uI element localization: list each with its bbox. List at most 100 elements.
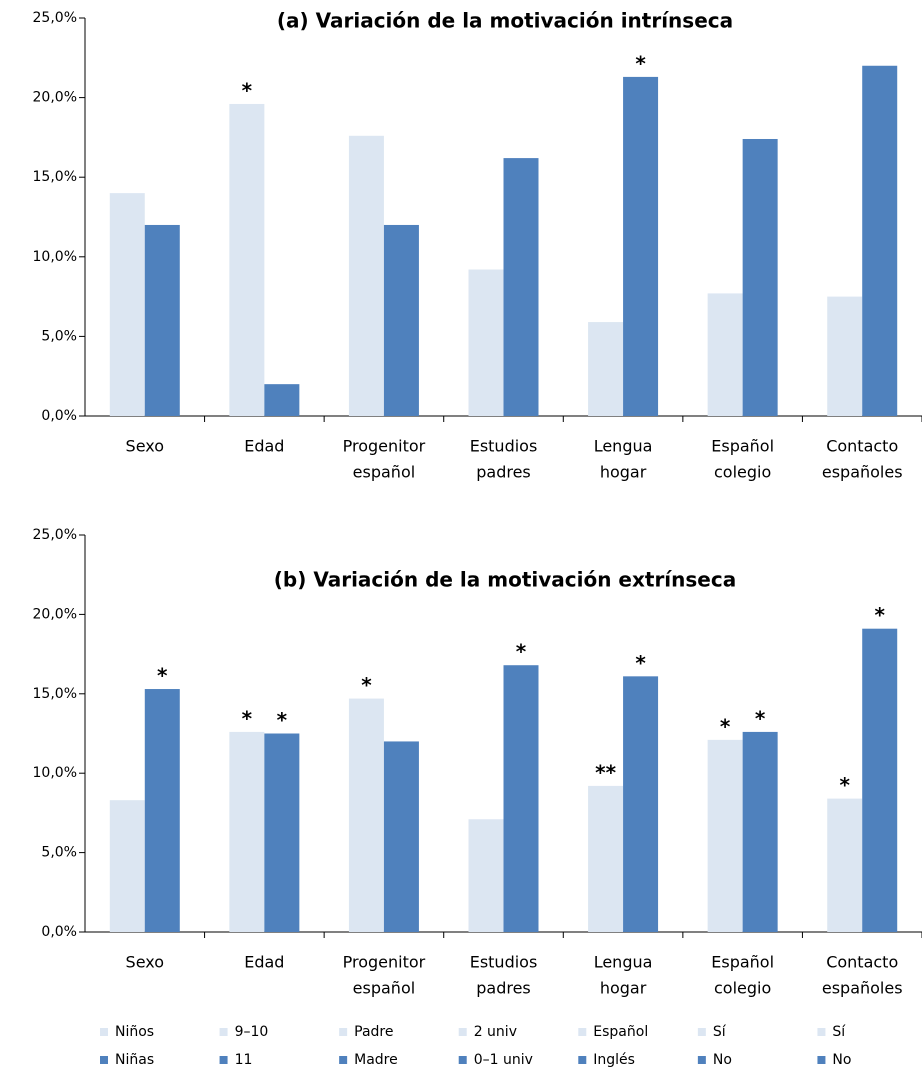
significance-mark: * (277, 708, 288, 732)
legend-label: Niños (115, 1024, 154, 1040)
legend-swatch (100, 1056, 108, 1064)
significance-mark: * (874, 603, 885, 627)
significance-mark: * (157, 664, 168, 688)
legend-swatch (458, 1028, 467, 1036)
legend-swatch (817, 1056, 826, 1064)
legend-swatch (697, 1056, 706, 1064)
y-tick-label: 10,0% (33, 765, 77, 781)
y-tick-label: 15,0% (33, 686, 77, 702)
legend-swatch (458, 1056, 467, 1064)
x-tick-label: Contacto (826, 437, 898, 456)
bar (862, 65, 898, 416)
bar (707, 739, 743, 932)
bar (588, 322, 624, 416)
significance-mark: * (361, 673, 372, 697)
y-tick-label: 0,0% (41, 408, 77, 424)
y-tick-label: 15,0% (33, 169, 77, 185)
x-tick-label: Sexo (126, 437, 164, 456)
y-tick-label: 10,0% (33, 249, 77, 265)
x-tick-label: Lengua (594, 953, 653, 972)
x-tick-label: padres (476, 463, 531, 482)
x-tick-label: colegio (714, 979, 771, 998)
significance-mark: * (755, 706, 766, 730)
bar (229, 731, 265, 932)
bar (468, 819, 504, 932)
bar (109, 800, 145, 932)
chart-title: (b) Variación de la motivación extrínsec… (274, 568, 736, 592)
bar (588, 785, 624, 932)
x-tick-label: Estudios (470, 953, 538, 972)
legend-swatch (219, 1028, 228, 1036)
y-tick-label: 5,0% (41, 845, 77, 861)
bar (827, 798, 863, 932)
legend-label: Español (593, 1024, 648, 1040)
legend-swatch (100, 1028, 108, 1036)
legend-swatch (697, 1028, 706, 1036)
legend-label: No (713, 1052, 732, 1068)
bar (264, 733, 300, 932)
x-tick-label: hogar (600, 979, 647, 998)
bar (503, 158, 539, 416)
y-tick-label: 25,0% (33, 527, 77, 543)
x-tick-label: español (353, 979, 416, 998)
x-tick-label: Estudios (470, 437, 538, 456)
x-tick-label: Edad (244, 953, 284, 972)
bar (144, 689, 180, 932)
chart-title: (a) Variación de la motivación intrínsec… (277, 9, 733, 33)
significance-mark: ** (595, 760, 616, 784)
x-tick-label: españoles (822, 979, 903, 998)
legend-label: 11 (235, 1052, 253, 1068)
y-tick-label: 20,0% (33, 606, 77, 622)
bar (144, 224, 180, 416)
bar (348, 135, 384, 417)
legend-label: Niñas (115, 1052, 154, 1068)
y-tick-label: 20,0% (33, 90, 77, 106)
legend-label: 9–10 (235, 1024, 269, 1040)
y-tick-label: 0,0% (41, 924, 77, 940)
x-tick-label: español (353, 463, 416, 482)
x-tick-label: Progenitor (343, 437, 426, 456)
x-tick-label: Español (711, 437, 774, 456)
bar (348, 698, 384, 932)
bar (707, 293, 743, 416)
legend-swatch (578, 1028, 587, 1036)
legend-label: 0–1 univ (474, 1052, 533, 1068)
x-tick-label: Lengua (594, 437, 653, 456)
legend-label: No (832, 1052, 851, 1068)
bar (264, 384, 300, 416)
legend-label: Padre (354, 1024, 393, 1040)
bar (503, 665, 539, 932)
bar (862, 628, 898, 932)
x-tick-label: Progenitor (343, 953, 426, 972)
legend-label: Sí (832, 1024, 846, 1040)
x-tick-label: Contacto (826, 953, 898, 972)
bar (623, 76, 659, 417)
bar (827, 296, 863, 416)
x-tick-label: Sexo (126, 953, 164, 972)
significance-mark: * (516, 640, 527, 664)
legend-swatch (817, 1028, 826, 1036)
y-tick-label: 25,0% (33, 10, 77, 26)
x-tick-label: españoles (822, 463, 903, 482)
bar (229, 103, 265, 416)
legend-swatch (578, 1056, 587, 1064)
bar (468, 269, 504, 416)
legend-swatch (339, 1056, 348, 1064)
significance-mark: * (720, 714, 731, 738)
bar (383, 224, 419, 416)
significance-mark: * (242, 78, 253, 102)
legend-label: Sí (713, 1024, 727, 1040)
significance-mark: * (242, 706, 253, 730)
legend-swatch (219, 1056, 228, 1064)
legend-label: 2 univ (474, 1024, 517, 1040)
x-tick-label: padres (476, 979, 531, 998)
bar (383, 741, 419, 932)
bar (109, 193, 145, 416)
x-tick-label: hogar (600, 463, 647, 482)
significance-mark: * (635, 651, 646, 675)
y-tick-label: 5,0% (41, 328, 77, 344)
legend-label: Madre (354, 1052, 398, 1068)
bar (623, 676, 659, 932)
x-tick-label: colegio (714, 463, 771, 482)
